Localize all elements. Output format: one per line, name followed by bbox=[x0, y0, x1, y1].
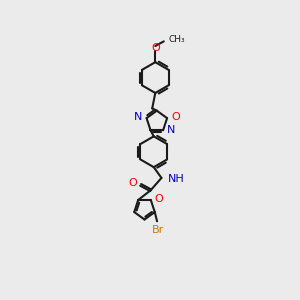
Text: CH₃: CH₃ bbox=[168, 35, 185, 44]
Text: N: N bbox=[134, 112, 143, 122]
Text: Br: Br bbox=[152, 225, 164, 235]
Text: NH: NH bbox=[168, 174, 184, 184]
Text: N: N bbox=[167, 125, 176, 135]
Text: O: O bbox=[128, 178, 137, 188]
Text: O: O bbox=[151, 43, 160, 53]
Text: O: O bbox=[171, 112, 180, 122]
Text: O: O bbox=[155, 194, 164, 204]
